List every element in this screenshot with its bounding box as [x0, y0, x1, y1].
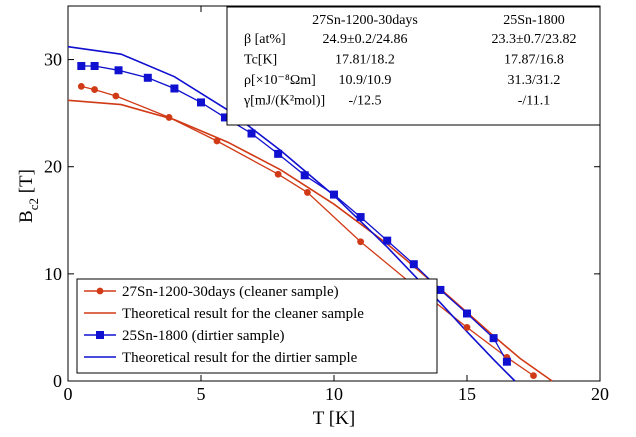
series-2-point-2: [114, 66, 123, 75]
series-2-point-7: [247, 129, 256, 138]
series-2-point-11: [356, 213, 365, 222]
legend-label-1: Theoretical result for the cleaner sampl…: [122, 306, 364, 322]
table-cell-3-1: -/12.5: [348, 94, 381, 109]
series-0-point-0: [77, 82, 85, 90]
series-0-point-6: [304, 189, 311, 196]
y-tick-label-1: 10: [44, 264, 62, 284]
series-2-point-12: [383, 236, 392, 245]
table-cell-1-1: 17.81/18.2: [335, 53, 395, 68]
series-2-point-5: [197, 98, 205, 107]
table-cell-0-1: 24.9±0.2/24.86: [322, 32, 407, 47]
series-2-point-3: [143, 73, 152, 82]
series-0-line: [81, 85, 534, 377]
series-0-point-2: [112, 92, 120, 100]
series-markers: [77, 62, 537, 380]
series-1-line: [67, 99, 553, 382]
series-0-point-4: [213, 137, 221, 145]
legend-frame: [76, 278, 438, 374]
series-2-point-4: [170, 84, 179, 93]
legend: 27Sn-1200-30days (cleaner sample) Theoret…: [76, 278, 438, 374]
legend-label-2: 25Sn-1800 (dirtier sample): [122, 328, 284, 344]
series-2-point-9: [300, 171, 309, 180]
axis-ticks: 0 5 10 15 20 0 10 20 30: [44, 6, 609, 404]
y-tick-label-2: 20: [44, 157, 62, 177]
series-2-point-17: [502, 357, 511, 366]
x-axis-label: T [K]: [313, 408, 355, 429]
series-0-point-5: [274, 170, 282, 178]
legend-label-0: 27Sn-1200-30days (cleaner sample): [122, 284, 339, 300]
table-cell-1-2: 17.87/16.8: [504, 53, 564, 68]
table-cell-0-0: β [at%]: [244, 32, 286, 47]
table-cell-2-1: 10.9/10.9: [339, 73, 392, 88]
series-lines: [67, 45, 553, 382]
x-tick-label-2: 10: [325, 384, 343, 404]
x-tick-label-1: 5: [197, 384, 206, 404]
series-0-point-11: [530, 372, 537, 380]
series-0-point-7: [357, 238, 364, 246]
table-cell-3-2: -/11.1: [518, 94, 551, 109]
x-tick-label-4: 20: [591, 384, 609, 404]
series-2-point-16: [489, 334, 498, 343]
y-axis-label: Bc2 [T]: [16, 169, 41, 223]
table-header-1: 27Sn-1200-30days: [312, 13, 418, 28]
info-table-frame: [226, 6, 601, 126]
x-tick-label-0: 0: [64, 384, 73, 404]
series-2-point-1: [90, 62, 99, 70]
x-tick-label-3: 15: [458, 384, 476, 404]
series-2-point-15: [463, 309, 471, 318]
info-table: 27Sn-1200-30days 25Sn-1800 β [at%] 24.9±0.2…: [226, 6, 601, 126]
legend-swatch-marker-0: [96, 287, 104, 295]
series-2-point-14: [436, 285, 445, 294]
y-tick-label-3: 30: [44, 50, 62, 70]
table-cell-3-0: γ[mJ/(K²mol)]: [243, 94, 325, 109]
table-cell-1-0: Tc[K]: [244, 53, 277, 68]
table-cell-2-2: 31.3/31.2: [508, 73, 561, 88]
series-2-point-10: [330, 190, 338, 199]
table-cell-2-0: ρ[×10⁻⁸Ωm]: [244, 73, 316, 88]
legend-label-3: Theoretical result for the dirtier sampl…: [122, 350, 358, 366]
y-tick-label-0: 0: [53, 371, 62, 391]
series-2-point-6: [220, 113, 229, 122]
series-0-point-9: [463, 324, 471, 331]
series-2-point-0: [77, 62, 86, 70]
legend-swatch-marker-2: [96, 331, 104, 339]
table-header-2: 25Sn-1800: [503, 13, 564, 28]
series-2-point-13: [409, 260, 418, 269]
series-2-point-8: [274, 149, 283, 158]
series-0-point-1: [91, 86, 98, 93]
series-0-point-3: [165, 114, 173, 121]
series-2-line: [81, 65, 508, 363]
table-cell-0-2: 23.3±0.7/23.82: [491, 32, 576, 47]
